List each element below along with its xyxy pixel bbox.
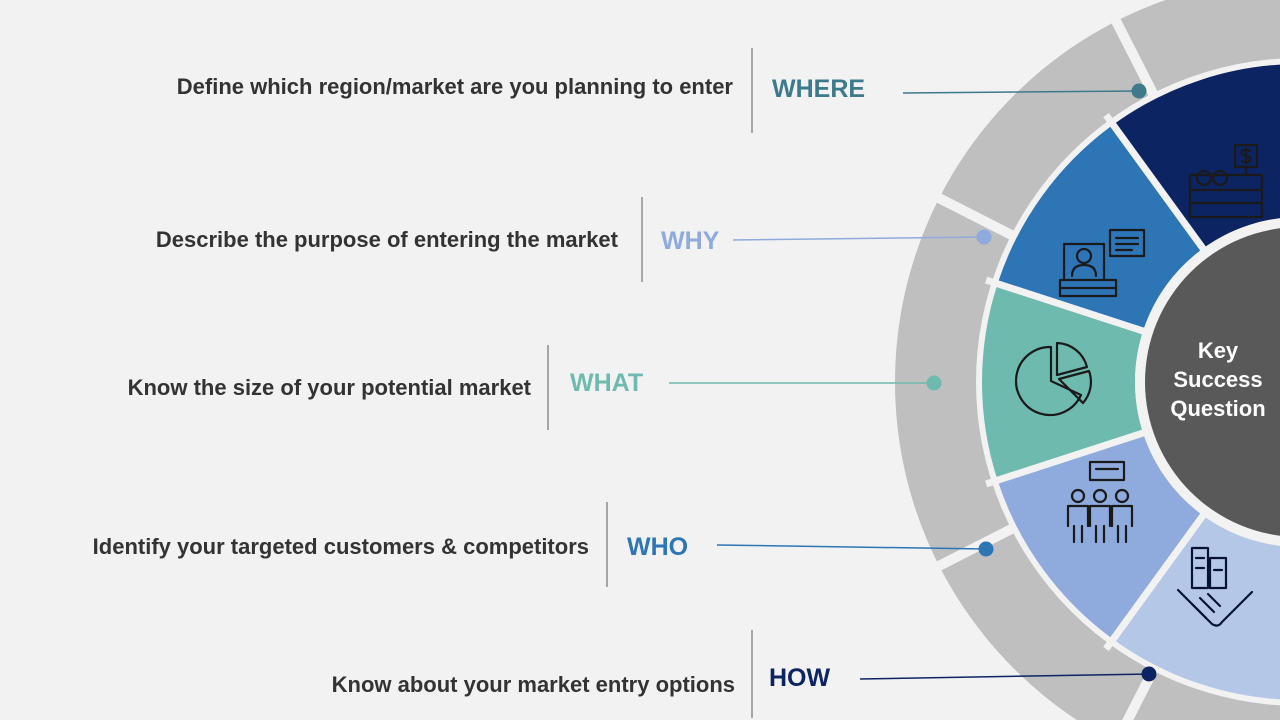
hub xyxy=(1145,228,1280,536)
where-label: WHERE xyxy=(772,75,866,103)
where-connector-dot xyxy=(1131,83,1147,99)
where-description: Define which region/market are you plann… xyxy=(176,74,733,99)
handshake-icon xyxy=(1176,546,1254,627)
center-label-line-2: Success xyxy=(1173,367,1263,392)
wedge-separator-4 xyxy=(1103,112,1215,263)
who-connector-line xyxy=(716,544,987,550)
where-divider xyxy=(751,48,753,133)
who-divider xyxy=(606,502,608,587)
why-divider xyxy=(641,197,643,282)
what-divider xyxy=(547,345,549,430)
center-label-line-3: Question xyxy=(1170,396,1266,421)
what-connector-dot xyxy=(926,375,942,391)
why-connector-line xyxy=(732,236,985,241)
wedge-separator-2 xyxy=(985,425,1159,488)
wedge-who xyxy=(997,124,1204,332)
how-label: HOW xyxy=(769,664,831,692)
who-label: WHO xyxy=(627,533,689,561)
who-connector-dot xyxy=(978,541,994,557)
audience-icon xyxy=(1066,460,1134,544)
wedge-separator-1 xyxy=(1103,501,1215,652)
what-label: WHAT xyxy=(570,369,644,397)
center-label: Key Success Question xyxy=(1148,336,1280,423)
why-label: WHY xyxy=(661,227,720,255)
center-label-line-1: Key xyxy=(1197,338,1239,363)
why-connector-dot xyxy=(976,229,992,245)
how-divider xyxy=(751,630,753,718)
market-stall-icon xyxy=(1188,143,1264,219)
presenter-icon xyxy=(1058,228,1146,298)
where-connector-line xyxy=(902,90,1140,94)
who-description: Identify your targeted customers & compe… xyxy=(92,534,589,559)
how-connector-dot xyxy=(1141,666,1157,682)
pie-chart-icon xyxy=(1015,341,1092,417)
what-description: Know the size of your potential market xyxy=(127,375,531,400)
wedge-why xyxy=(997,432,1204,640)
wedge-separator-3 xyxy=(985,276,1159,339)
how-description: Know about your market entry options xyxy=(331,672,735,697)
how-connector-line xyxy=(859,673,1150,680)
why-description: Describe the purpose of entering the mar… xyxy=(155,227,618,252)
